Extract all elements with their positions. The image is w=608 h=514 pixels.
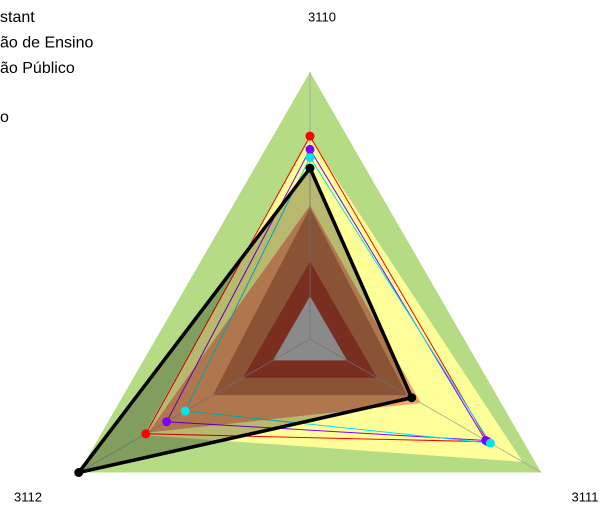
axis-label: 3112 (14, 489, 42, 504)
legend-label: ão de Ensino (0, 35, 94, 52)
axis-label: 3111 (572, 489, 599, 504)
series-line (184, 156, 492, 444)
series-line (74, 164, 415, 476)
legend-label: o (0, 109, 9, 126)
series-marker (305, 144, 315, 154)
series-marker (305, 163, 315, 173)
series-marker (141, 429, 151, 439)
series-marker (305, 152, 315, 162)
series-marker (180, 406, 190, 416)
series-marker (407, 393, 417, 403)
series-marker (162, 417, 172, 427)
legend-label: ão Público (0, 60, 75, 77)
axis-line (78, 338, 311, 473)
legend-label: stant (0, 9, 35, 26)
axis-line (309, 338, 542, 473)
axis-label: 3110 (308, 9, 336, 24)
series-line (165, 148, 487, 442)
series-marker (305, 131, 315, 141)
series-marker (74, 468, 84, 477)
series-marker (485, 438, 495, 448)
series-line (144, 135, 489, 443)
